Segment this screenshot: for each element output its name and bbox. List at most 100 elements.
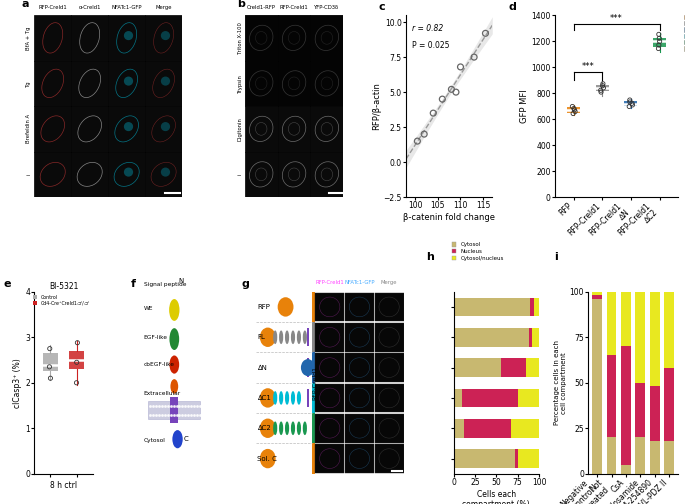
- Legend: Control, Cd4-Cre⁺Creld1ᴞˡ/ᴞˡ: Control, Cd4-Cre⁺Creld1ᴞˡ/ᴞˡ: [33, 294, 90, 306]
- Bar: [515, 449, 519, 468]
- Point: [653, 30, 664, 38]
- Bar: [307, 389, 309, 407]
- Bar: [34, 106, 71, 152]
- Bar: [607, 437, 616, 474]
- Bar: [519, 449, 539, 468]
- Bar: [42, 353, 58, 371]
- Bar: [145, 60, 182, 106]
- Bar: [310, 15, 343, 60]
- Ellipse shape: [124, 167, 133, 176]
- Text: ***: ***: [582, 62, 595, 71]
- Point: [45, 374, 56, 382]
- Ellipse shape: [161, 31, 170, 40]
- Text: cbEGF-like: cbEGF-like: [144, 362, 175, 367]
- Text: FL: FL: [258, 334, 265, 340]
- Text: Tg: Tg: [26, 80, 32, 87]
- Ellipse shape: [161, 167, 170, 176]
- Bar: [312, 383, 314, 413]
- Point: [569, 106, 580, 114]
- Point: [427, 109, 438, 117]
- Point: [71, 379, 82, 387]
- Bar: [511, 419, 539, 437]
- Point: [653, 34, 664, 42]
- Text: Extracellular: Extracellular: [144, 391, 181, 396]
- Bar: [464, 419, 511, 437]
- Point: [412, 137, 423, 145]
- Text: Brefeldin A: Brefeldin A: [26, 114, 32, 144]
- Point: [568, 109, 579, 117]
- Text: α-Creld1: α-Creld1: [79, 5, 101, 10]
- Point: [44, 363, 55, 371]
- Bar: [636, 383, 645, 437]
- Bar: [315, 323, 344, 351]
- X-axis label: Cells each
compartment (%): Cells each compartment (%): [462, 490, 530, 504]
- Point: [419, 130, 429, 138]
- Ellipse shape: [279, 421, 283, 435]
- Point: [480, 29, 491, 37]
- Bar: [593, 292, 602, 295]
- Bar: [664, 368, 674, 441]
- Ellipse shape: [273, 331, 277, 344]
- Point: [45, 345, 55, 353]
- Bar: [71, 60, 108, 106]
- Point: [469, 53, 479, 61]
- Text: RFP-Creld1: RFP-Creld1: [279, 5, 308, 10]
- Point: [625, 98, 636, 106]
- Ellipse shape: [273, 391, 277, 405]
- Bar: [453, 389, 462, 407]
- Bar: [664, 292, 674, 368]
- Bar: [636, 292, 645, 383]
- Point: [624, 102, 635, 110]
- Ellipse shape: [285, 421, 289, 435]
- Point: [437, 95, 448, 103]
- Bar: [375, 353, 403, 382]
- Ellipse shape: [279, 331, 283, 344]
- Point: [567, 102, 578, 110]
- Bar: [149, 401, 200, 419]
- Text: ***: ***: [610, 14, 623, 23]
- Bar: [108, 106, 145, 152]
- Text: Trypsin: Trypsin: [238, 74, 242, 93]
- Bar: [312, 322, 314, 352]
- Y-axis label: Percentage cells in each
cell compartment: Percentage cells in each cell compartmen…: [553, 340, 566, 425]
- Bar: [375, 445, 403, 473]
- Text: b: b: [238, 0, 245, 9]
- Point: [595, 86, 606, 94]
- Bar: [310, 15, 343, 60]
- Bar: [315, 445, 344, 473]
- Text: RFP: RFP: [258, 304, 271, 310]
- Text: Signal peptide: Signal peptide: [144, 282, 186, 287]
- Bar: [312, 444, 314, 474]
- Point: [627, 101, 638, 109]
- Bar: [530, 297, 534, 317]
- Bar: [245, 15, 277, 60]
- Point: [570, 107, 581, 115]
- Bar: [375, 384, 403, 412]
- Bar: [593, 299, 602, 474]
- Text: N: N: [179, 278, 184, 284]
- Ellipse shape: [169, 328, 179, 350]
- Bar: [453, 449, 515, 468]
- Point: [654, 37, 665, 45]
- Ellipse shape: [173, 281, 176, 292]
- Bar: [307, 358, 309, 376]
- Bar: [245, 60, 277, 106]
- Bar: [596, 85, 609, 91]
- Bar: [315, 293, 344, 321]
- Legend: RFP, RFP-Creld1, RFP-Creld1∆N, RFP-Creld1∆C1, RFP-Creld1∆C2, RFP-Creld1sol C: RFP, RFP-Creld1, RFP-Creld1∆N, RFP-Creld…: [683, 14, 685, 52]
- Bar: [310, 60, 343, 106]
- Ellipse shape: [285, 331, 289, 344]
- Point: [595, 88, 606, 96]
- Ellipse shape: [297, 331, 301, 344]
- Ellipse shape: [303, 331, 307, 344]
- Text: RFP-Creld1: RFP-Creld1: [312, 366, 317, 400]
- Ellipse shape: [173, 430, 183, 448]
- Text: YFP-CD3δ: YFP-CD3δ: [314, 5, 340, 10]
- Bar: [567, 107, 580, 112]
- Bar: [345, 293, 374, 321]
- Bar: [71, 106, 108, 152]
- Bar: [375, 323, 403, 351]
- Circle shape: [260, 449, 275, 468]
- Bar: [518, 389, 539, 407]
- Bar: [529, 328, 532, 347]
